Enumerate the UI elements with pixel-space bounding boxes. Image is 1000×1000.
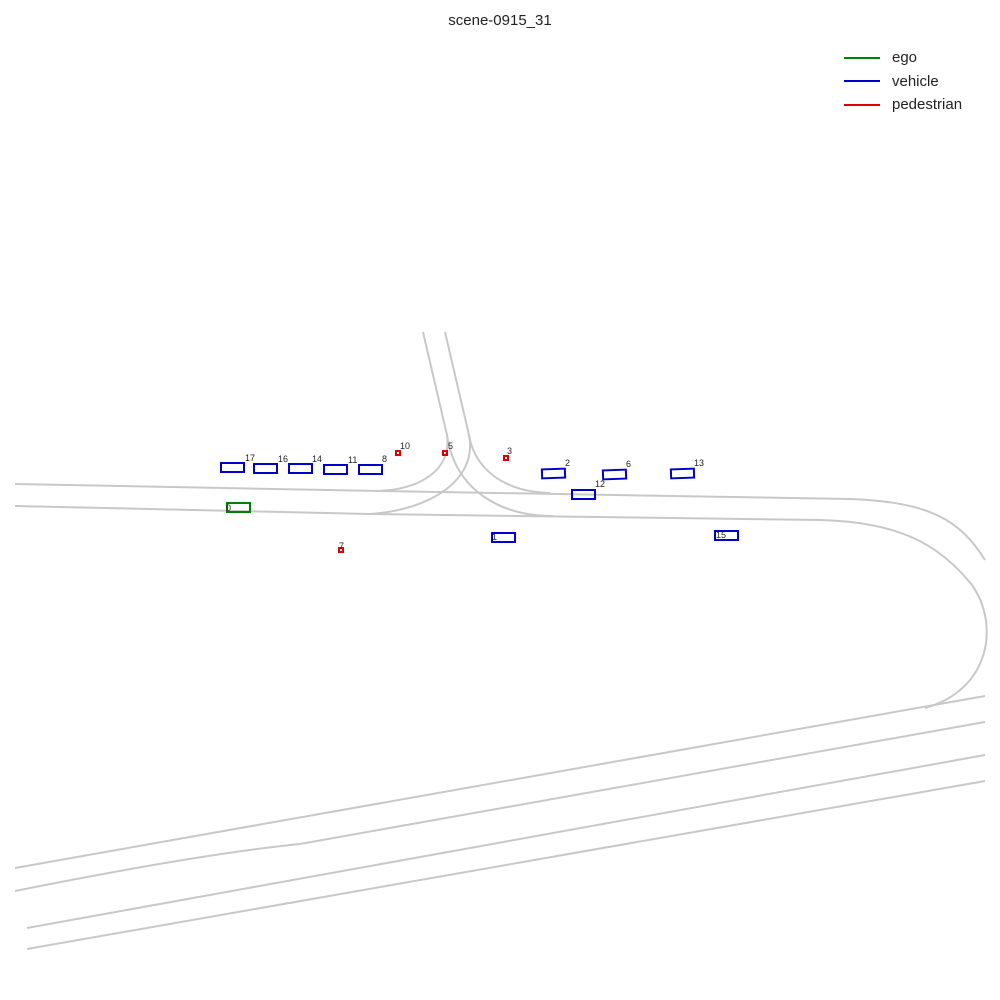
vehicle-box-1 <box>491 532 516 543</box>
agent-id-label: 3 <box>507 446 512 456</box>
pedestrian-box-5 <box>442 450 448 456</box>
agent-id-label: 7 <box>339 541 344 551</box>
agent-id-label: 17 <box>245 453 255 463</box>
legend: ego vehicle pedestrian <box>844 46 962 117</box>
vehicle-box-16 <box>253 463 278 474</box>
agent-id-label: 15 <box>716 530 726 540</box>
vehicle-box-11 <box>323 464 348 475</box>
legend-item-ego: ego <box>844 46 962 70</box>
agent-id-label: 11 <box>348 455 357 465</box>
agents-layer: 0 17 16 14 11 8 2 6 13 12 1 15 10 5 3 7 <box>220 441 739 553</box>
ego-box-0 <box>226 502 251 513</box>
legend-swatch-ego <box>844 56 880 59</box>
pedestrian-box-7 <box>338 547 344 553</box>
vehicle-box-6 <box>601 468 628 481</box>
lane-line <box>375 331 449 492</box>
lane-lines <box>14 331 988 950</box>
pedestrian-box-10 <box>395 450 401 456</box>
lane-line <box>14 721 986 892</box>
legend-item-vehicle: vehicle <box>844 70 962 94</box>
vehicle-box-13 <box>669 467 696 480</box>
vehicle-box-8 <box>358 464 383 475</box>
lane-line <box>14 483 986 561</box>
legend-swatch-vehicle <box>844 80 880 83</box>
lane-line <box>14 695 986 869</box>
vehicle-box-14 <box>288 463 313 474</box>
agent-id-label: 2 <box>565 458 570 468</box>
agent-id-label: 10 <box>400 441 410 451</box>
scene-title: scene-0915_31 <box>448 12 552 29</box>
legend-item-pedestrian: pedestrian <box>844 93 962 117</box>
agent-id-label: 16 <box>278 454 288 464</box>
vehicle-box-12 <box>571 489 596 500</box>
lane-line <box>446 434 554 517</box>
legend-swatch-pedestrian <box>844 103 880 106</box>
agent-id-label: 6 <box>626 459 631 469</box>
legend-label-ego: ego <box>892 49 918 67</box>
vehicle-box-2 <box>540 467 567 480</box>
lane-line <box>26 754 986 929</box>
agent-id-label: 8 <box>382 454 387 464</box>
lane-line <box>369 331 472 515</box>
legend-label-pedestrian: pedestrian <box>892 96 963 114</box>
vehicle-box-17 <box>220 462 245 473</box>
lane-line <box>26 780 986 950</box>
agent-id-label: 0 <box>226 503 231 513</box>
legend-label-vehicle: vehicle <box>892 72 939 90</box>
lane-line <box>468 434 551 494</box>
agent-id-label: 1 <box>492 532 497 542</box>
agent-id-label: 14 <box>312 454 322 464</box>
agent-id-label: 12 <box>595 479 605 489</box>
agent-id-label: 5 <box>448 441 453 451</box>
vehicle-box-15 <box>714 530 739 541</box>
lane-line <box>14 505 988 709</box>
agent-id-label: 13 <box>694 458 704 468</box>
pedestrian-box-3 <box>503 455 509 461</box>
